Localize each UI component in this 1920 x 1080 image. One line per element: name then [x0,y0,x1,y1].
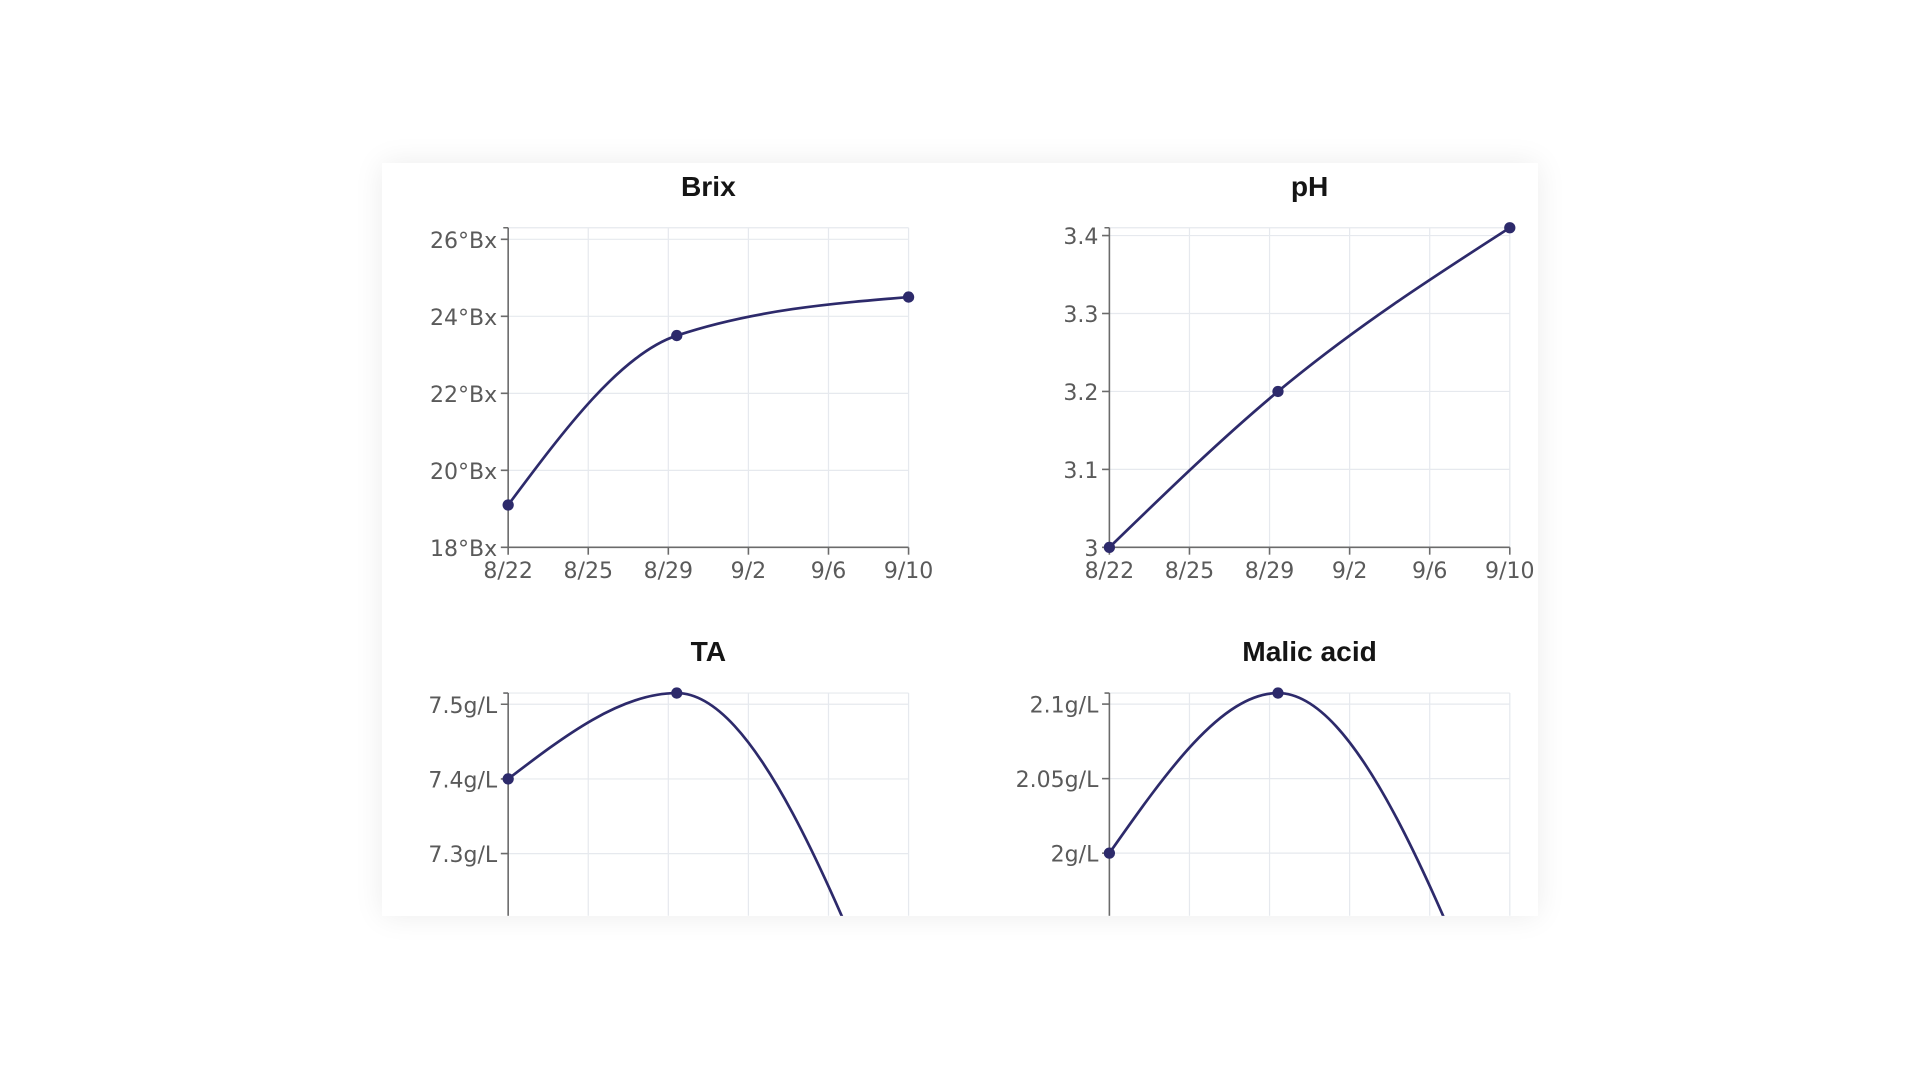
chart-title: Malic acid [1242,636,1377,667]
chart-title: pH [1291,171,1329,202]
data-point [1103,847,1116,859]
data-point [1272,687,1284,699]
x-tick-label: 9/2 [1332,559,1367,584]
x-tick-label: 8/22 [1085,559,1134,584]
x-tick-label: 9/10 [884,559,933,584]
x-tick-label: 8/25 [564,559,613,584]
x-tick-label: 9/2 [731,559,766,584]
y-tick-label: 3.1 [1063,459,1098,484]
y-tick-label: 2.05g/L [1016,768,1099,793]
x-tick-label: 8/22 [483,559,532,584]
chart-title: TA [691,636,726,667]
data-point [1103,541,1116,553]
x-tick-label: 9/6 [1412,559,1447,584]
data-point [502,773,514,785]
data-point [671,329,683,342]
y-tick-label: 20°Bx [430,460,497,485]
series-line [1108,226,1511,549]
y-tick-label: 18°Bx [430,537,497,562]
series-line [507,691,844,916]
y-tick-label: 3 [1084,537,1098,562]
data-point [502,499,514,511]
y-tick-label: 7.5g/L [428,694,497,719]
chart-malic-acid: Malic acid 2g/L 2.05g/L 2.1g/L [1016,636,1511,916]
chart-card [382,163,1538,916]
chart-title: Brix [681,171,736,202]
chart-ph: pH 3 3.1 3.2 3.3 3.4 8/22 8/25 8/29 9/2 9/6 9/10 [1063,171,1534,584]
x-tick-label: 9/6 [811,559,846,584]
x-tick-label: 8/25 [1165,559,1214,584]
y-tick-label: 2.1g/L [1030,694,1099,719]
data-point [1504,222,1516,234]
data-point [671,687,683,699]
y-tick-label: 22°Bx [430,383,497,408]
data-point [902,291,915,303]
y-tick-label: 26°Bx [430,229,497,254]
x-tick-label: 9/10 [1485,559,1534,584]
y-tick-label: 3.4 [1063,225,1098,250]
y-tick-label: 3.2 [1063,381,1098,406]
chart-brix: Brix 18°Bx 20°Bx 22°Bx 24°Bx 26°Bx 8/22 8/25 8/2… [430,171,933,584]
y-tick-label: 2g/L [1051,843,1099,868]
y-tick-label: 7.3g/L [428,843,497,868]
y-tick-label: 3.3 [1063,303,1098,328]
x-tick-label: 8/29 [1245,559,1294,584]
series-line [1108,691,1445,916]
y-tick-label: 24°Bx [430,306,497,331]
chart-ta: TA 7.3g/L 7.4g/L 7.5g/L [428,636,910,916]
series-line [507,295,909,506]
x-tick-label: 8/29 [644,559,693,584]
data-point [1272,385,1284,398]
y-tick-label: 7.4g/L [428,769,497,794]
